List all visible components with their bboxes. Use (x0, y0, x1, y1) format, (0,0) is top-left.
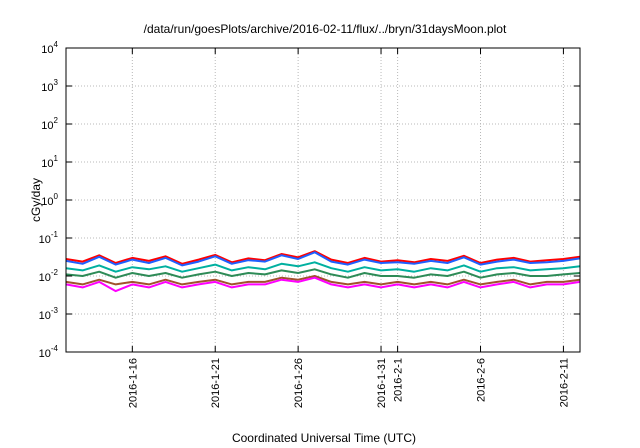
y-tick-label: 10-4 (39, 344, 59, 360)
ticks: 10-4 10-3 10-2 10-1 100 101 102 103 104 2016-1-16… (39, 40, 580, 408)
y-tick-label: 101 (41, 154, 58, 170)
x-tick-label: 2016-1-21 (210, 358, 222, 408)
series-line (65, 268, 581, 279)
series-line (65, 251, 581, 267)
y-tick-label: 103 (41, 78, 58, 94)
plot-frame (65, 47, 581, 353)
x-axis-label: Coordinated Universal Time (UTC) (232, 431, 416, 445)
series-line (65, 250, 581, 265)
y-tick-label: 100 (41, 192, 58, 208)
y-tick-label: 10-2 (39, 268, 59, 284)
grid (66, 47, 580, 353)
y-tick-label: 102 (41, 116, 58, 132)
chart-title: /data/run/goesPlots/archive/2016-02-11/f… (144, 22, 507, 36)
x-tick-label: 2016-2-1 (393, 358, 405, 402)
series-layer (65, 250, 581, 293)
x-tick-label: 2016-1-16 (127, 358, 139, 408)
series-line (65, 276, 581, 293)
y-tick-label: 104 (41, 40, 58, 56)
y-tick-label: 10-3 (39, 306, 59, 322)
x-tick-label: 2016-1-26 (293, 358, 305, 408)
y-tick-label: 10-1 (39, 230, 59, 246)
x-tick-label: 2016-2-6 (476, 358, 488, 402)
x-tick-label: 2016-2-11 (558, 358, 570, 407)
y-axis-label: cGy/day (29, 178, 43, 222)
x-tick-label: 2016-1-31 (376, 358, 388, 408)
series-line (65, 275, 581, 286)
series-line (65, 261, 581, 273)
